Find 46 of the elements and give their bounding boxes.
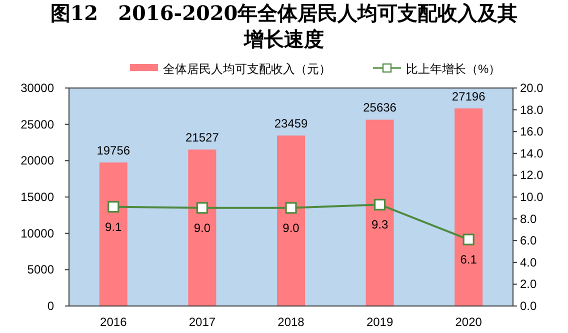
x-tick-label: 2018 [278, 315, 305, 329]
x-tick-label: 2017 [188, 315, 216, 329]
y-tick-label: 10000 [20, 226, 54, 240]
y-tick-label: 5000 [27, 262, 54, 277]
y-tick-label: 0 [47, 299, 54, 313]
y2-tick-label: 0.0 [520, 299, 538, 313]
data-label: 19756 [96, 143, 130, 158]
data-label: 21527 [186, 130, 220, 145]
point [462, 234, 474, 246]
data-label: 9.0 [194, 220, 211, 235]
x-tick-label: 2016 [100, 315, 128, 329]
legend-label: 比上年增长（%） [406, 62, 501, 76]
data-label: 23459 [274, 116, 308, 131]
data-label: 27196 [452, 89, 486, 104]
bar [366, 120, 394, 306]
data-label: 9.3 [371, 218, 388, 232]
x-tick-label: 2019 [366, 315, 394, 329]
point [374, 198, 386, 210]
y2-tick-label: 8.0 [520, 212, 538, 226]
data-label: 25636 [363, 100, 397, 115]
legend-label: 全体居民人均可支配收入（元） [163, 62, 331, 76]
y2-tick-label: 12.0 [520, 168, 544, 182]
data-label: 6.1 [460, 252, 478, 267]
data-label: 9.1 [105, 220, 122, 234]
y2-tick-label: 6.0 [520, 234, 538, 248]
point [108, 201, 120, 213]
bar [188, 150, 216, 306]
point [196, 202, 208, 214]
y2-tick-label: 20.0 [520, 81, 544, 95]
y2-tick-label: 16.0 [520, 124, 544, 139]
y2-tick-label: 4.0 [520, 255, 538, 270]
bar [454, 108, 483, 306]
y2-tick-label: 18.0 [520, 102, 544, 117]
y2-tick-label: 2.0 [520, 277, 538, 292]
bar [99, 162, 128, 306]
y2-tick-label: 14.0 [520, 146, 544, 160]
y-tick-label: 20000 [20, 154, 54, 168]
y-tick-label: 30000 [20, 81, 54, 95]
y-tick-label: 15000 [20, 190, 54, 204]
point [285, 202, 297, 214]
x-tick-label: 2020 [455, 315, 482, 329]
data-label: 9.0 [282, 220, 300, 235]
y2-tick-label: 10.0 [520, 190, 544, 204]
bar [277, 136, 305, 306]
chart-title: 图12 2016-2020年全体居民人均可支配收入及其增长速度 [49, 0, 519, 52]
y-tick-label: 25000 [20, 117, 54, 132]
